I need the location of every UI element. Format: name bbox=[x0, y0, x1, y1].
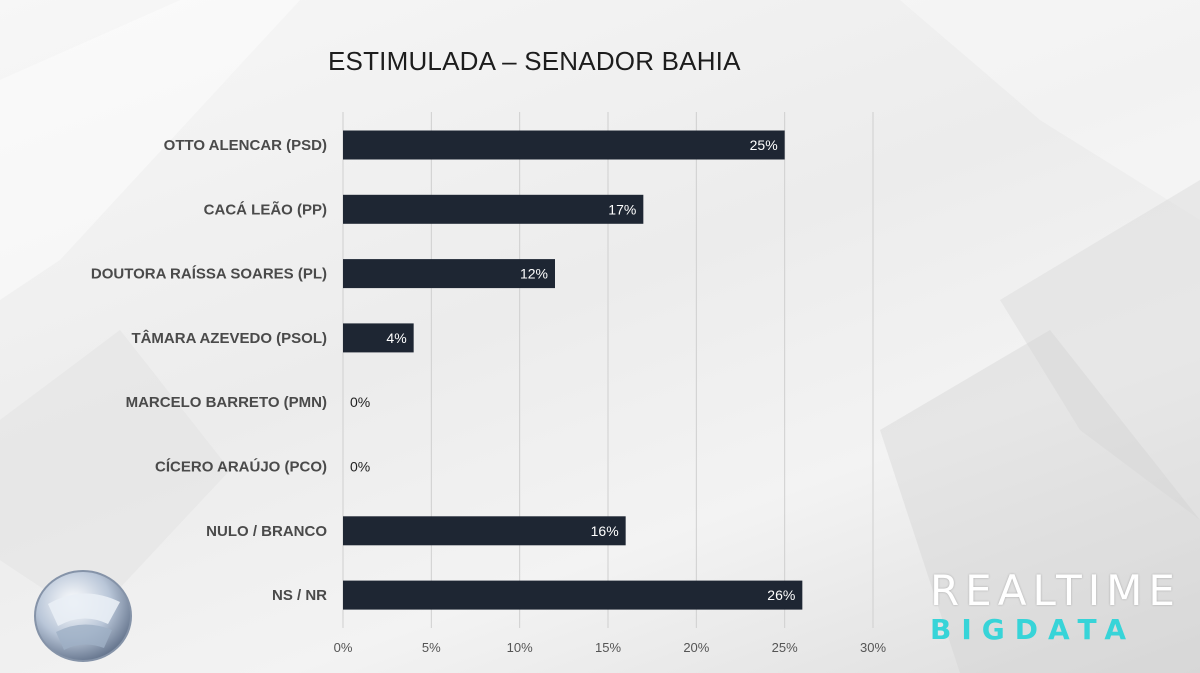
category-label: NULO / BRANCO bbox=[206, 523, 327, 540]
bar bbox=[343, 516, 626, 546]
category-label: OTTO ALENCAR (PSD) bbox=[164, 137, 327, 154]
record-tv-logo-icon bbox=[34, 570, 132, 662]
x-axis-ticks: 0% 5% 10% 15% 20% 25% 30% bbox=[334, 640, 887, 655]
category-label: DOUTORA RAÍSSA SOARES (PL) bbox=[91, 266, 327, 283]
x-tick-label: 15% bbox=[595, 640, 621, 655]
chart-title: ESTIMULADA – SENADOR BAHIA bbox=[328, 46, 741, 76]
value-label: 0% bbox=[350, 394, 370, 410]
bar bbox=[343, 259, 555, 289]
value-label: 17% bbox=[608, 201, 636, 217]
brand-line-2: BIGDATA bbox=[930, 613, 1137, 646]
value-label: 4% bbox=[386, 330, 406, 346]
x-tick-label: 5% bbox=[422, 640, 441, 655]
category-labels: OTTO ALENCAR (PSD) CACÁ LEÃO (PP) DOUTORA … bbox=[91, 137, 327, 604]
category-label: CACÁ LEÃO (PP) bbox=[204, 200, 327, 218]
category-label: TÂMARA AZEVEDO (PSOL) bbox=[131, 329, 327, 347]
value-label: 25% bbox=[750, 137, 778, 153]
x-tick-label: 30% bbox=[860, 640, 886, 655]
grid-lines bbox=[342, 112, 874, 628]
x-tick-label: 20% bbox=[683, 640, 709, 655]
value-label: 12% bbox=[520, 266, 548, 282]
bar bbox=[343, 580, 803, 610]
value-label: 26% bbox=[767, 587, 795, 603]
value-label: 16% bbox=[591, 523, 619, 539]
bar bbox=[343, 323, 414, 353]
x-tick-label: 10% bbox=[507, 640, 533, 655]
x-tick-label: 0% bbox=[334, 640, 353, 655]
x-tick-label: 25% bbox=[772, 640, 798, 655]
category-label: MARCELO BARRETO (PMN) bbox=[126, 394, 327, 411]
brand-line-1: REALTIME bbox=[930, 566, 1181, 615]
bar bbox=[343, 130, 785, 160]
category-label: NS / NR bbox=[272, 587, 327, 604]
value-label: 0% bbox=[350, 459, 370, 475]
bars: 25% 17% 12% 4% 0% 0% 16% 26% bbox=[343, 130, 803, 610]
category-label: CÍCERO ARAÚJO (PCO) bbox=[155, 458, 327, 476]
bar bbox=[343, 194, 644, 224]
realtime-bigdata-brand: REALTIME BIGDATA bbox=[930, 566, 1181, 646]
